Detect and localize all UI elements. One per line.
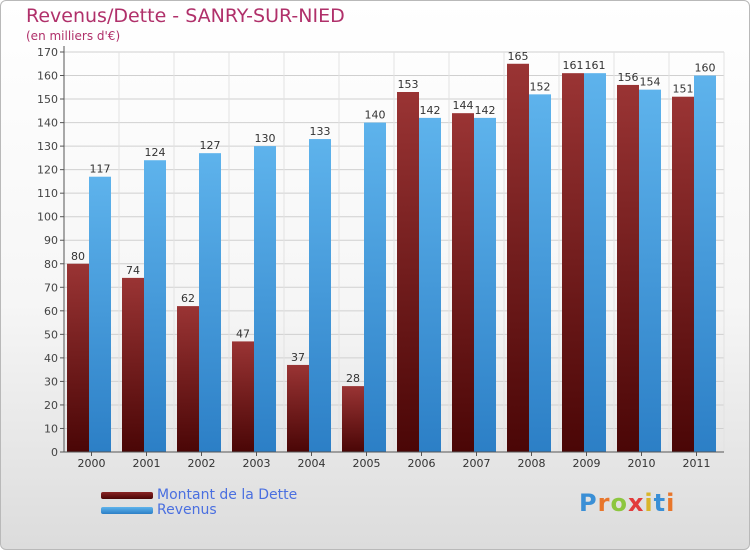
- logo-letter: o: [610, 489, 628, 517]
- data-label-revenue: 124: [145, 146, 166, 159]
- y-tick-label: 0: [51, 446, 58, 459]
- bar-debt: [507, 63, 529, 452]
- y-tick-label: 30: [44, 375, 58, 388]
- y-tick-label: 90: [44, 234, 58, 247]
- data-label-debt: 153: [398, 78, 419, 91]
- bar-revenue: [89, 176, 111, 453]
- y-tick-label: 20: [44, 399, 58, 412]
- data-label-revenue: 152: [530, 80, 551, 93]
- bar-debt: [617, 84, 639, 453]
- y-tick-label: 40: [44, 352, 58, 365]
- y-tick-label: 160: [37, 70, 58, 83]
- y-tick-label: 60: [44, 305, 58, 318]
- data-label-debt: 144: [453, 99, 474, 112]
- data-label-debt: 156: [618, 71, 639, 84]
- x-tick-label: 2011: [683, 457, 711, 470]
- data-label-debt: 74: [126, 264, 140, 277]
- y-tick-label: 100: [37, 211, 58, 224]
- logo-letter: x: [627, 489, 645, 517]
- data-label-debt: 151: [673, 83, 694, 96]
- y-tick-label: 70: [44, 281, 58, 294]
- bar-debt: [177, 306, 199, 452]
- legend-swatch-debt: [101, 491, 153, 499]
- bar-debt: [397, 92, 419, 452]
- data-label-revenue: 130: [255, 132, 276, 145]
- x-tick-label: 2005: [353, 457, 381, 470]
- data-label-debt: 161: [563, 59, 584, 72]
- bar-debt: [232, 341, 254, 452]
- legend-swatch-revenue: [101, 506, 153, 514]
- x-tick-label: 2000: [78, 457, 106, 470]
- data-label-debt: 28: [346, 372, 360, 385]
- data-label-debt: 47: [236, 327, 250, 340]
- chart-subtitle: (en milliers d'€): [26, 29, 121, 43]
- x-tick-label: 2004: [298, 457, 326, 470]
- y-tick-label: 140: [37, 117, 58, 130]
- logo-letter: i: [666, 489, 676, 517]
- bar-revenue: [254, 146, 276, 452]
- data-label-revenue: 127: [200, 139, 221, 152]
- legend-item-revenue: Revenus: [101, 502, 217, 518]
- x-tick-label: 2008: [518, 457, 546, 470]
- y-tick-label: 80: [44, 258, 58, 271]
- x-tick-label: 2003: [243, 457, 271, 470]
- bar-revenue: [694, 75, 716, 452]
- y-tick-label: 50: [44, 328, 58, 341]
- y-tick-label: 170: [37, 46, 58, 59]
- data-label-revenue: 117: [90, 163, 111, 176]
- bar-revenue: [529, 94, 551, 453]
- chart-title: Revenus/Dette - SANRY-SUR-NIED: [26, 5, 345, 27]
- data-label-debt: 165: [508, 50, 529, 63]
- data-label-revenue: 161: [585, 59, 606, 72]
- logo-letter: i: [644, 489, 654, 517]
- bar-revenue: [364, 122, 386, 453]
- data-label-revenue: 154: [640, 76, 661, 89]
- data-label-debt: 62: [181, 292, 195, 305]
- bar-debt: [452, 113, 474, 453]
- bar-revenue: [639, 89, 661, 452]
- x-tick-label: 2006: [408, 457, 436, 470]
- bar-debt: [67, 263, 89, 452]
- data-label-revenue: 140: [365, 109, 386, 122]
- legend-item-debt: Montant de la Dette: [101, 487, 297, 503]
- bar-revenue: [419, 117, 441, 452]
- y-tick-label: 110: [37, 187, 58, 200]
- y-tick-label: 150: [37, 93, 58, 106]
- bar-revenue: [474, 117, 496, 452]
- bar-debt: [672, 96, 694, 453]
- bar-debt: [342, 386, 364, 452]
- bar-revenue: [144, 160, 166, 452]
- y-tick-label: 130: [37, 140, 58, 153]
- bar-debt: [122, 277, 144, 452]
- data-label-revenue: 142: [420, 104, 441, 117]
- x-tick-label: 2002: [188, 457, 216, 470]
- bar-revenue: [199, 153, 221, 453]
- y-tick-label: 10: [44, 422, 58, 435]
- bar-revenue: [584, 73, 606, 453]
- logo-letter: t: [653, 489, 667, 517]
- x-tick-label: 2007: [463, 457, 491, 470]
- logo-letter: P: [579, 489, 598, 517]
- legend-label-revenue: Revenus: [157, 502, 217, 518]
- data-label-revenue: 160: [695, 62, 716, 75]
- x-tick-label: 2009: [573, 457, 601, 470]
- data-label-revenue: 133: [310, 125, 331, 138]
- proxiti-logo: Proxiti: [579, 489, 675, 517]
- y-tick-label: 120: [37, 164, 58, 177]
- x-tick-label: 2010: [628, 457, 656, 470]
- data-label-debt: 37: [291, 351, 305, 364]
- bar-debt: [562, 73, 584, 453]
- logo-letter: r: [597, 489, 611, 517]
- legend-label-debt: Montant de la Dette: [157, 487, 298, 503]
- data-label-revenue: 142: [475, 104, 496, 117]
- bar-revenue: [309, 139, 331, 452]
- bar-debt: [287, 364, 309, 452]
- data-label-debt: 80: [71, 250, 85, 263]
- x-tick-label: 2001: [133, 457, 161, 470]
